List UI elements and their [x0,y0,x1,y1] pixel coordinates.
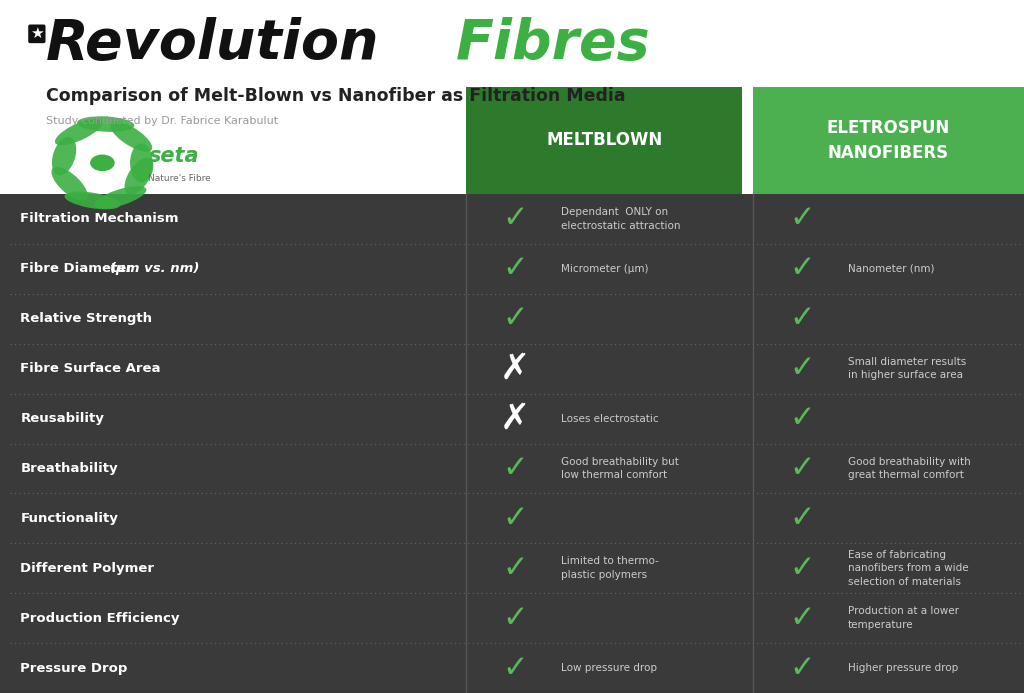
Text: seta: seta [148,146,199,166]
Text: Comparison of Melt-Blown vs Nanofiber as Filtration Media: Comparison of Melt-Blown vs Nanofiber as… [46,87,626,105]
Text: Reusability: Reusability [20,412,104,425]
Text: ✗: ✗ [500,401,530,436]
Text: Different Polymer: Different Polymer [20,562,155,574]
Text: ✓: ✓ [503,653,527,683]
Text: ✓: ✓ [790,554,814,583]
Text: Ease of fabricating
nanofibers from a wide
selection of materials: Ease of fabricating nanofibers from a wi… [848,550,969,587]
Text: ✓: ✓ [503,254,527,283]
Text: ★: ★ [30,26,44,42]
Text: ✓: ✓ [790,604,814,633]
Text: ✓: ✓ [790,653,814,683]
Text: ✓: ✓ [503,304,527,333]
Ellipse shape [125,158,154,195]
Text: ✓: ✓ [503,204,527,234]
Text: Filtration Mechanism: Filtration Mechanism [20,213,179,225]
Text: Good breathability but
low thermal comfort: Good breathability but low thermal comfo… [561,457,679,480]
Text: Higher pressure drop: Higher pressure drop [848,663,958,673]
Text: ✓: ✓ [503,504,527,533]
Text: Fibre Surface Area: Fibre Surface Area [20,362,161,375]
Text: Revolution: Revolution [46,17,380,71]
Text: Limited to thermo-
plastic polymers: Limited to thermo- plastic polymers [561,556,659,580]
Text: ✗: ✗ [500,351,530,386]
Text: ✓: ✓ [790,204,814,234]
Text: ✓: ✓ [790,504,814,533]
Ellipse shape [55,119,102,146]
Text: Study conducted by Dr. Fabrice Karabulut: Study conducted by Dr. Fabrice Karabulut [46,116,279,125]
Text: Fibres: Fibres [456,17,650,71]
Text: Loses electrostatic: Loses electrostatic [561,414,658,423]
Text: ✓: ✓ [790,404,814,433]
Ellipse shape [110,121,153,152]
Text: Dependant  ONLY on
electrostatic attraction: Dependant ONLY on electrostatic attracti… [561,207,681,231]
Text: Relative Strength: Relative Strength [20,313,153,325]
Circle shape [90,155,115,171]
Text: Micrometer (μm): Micrometer (μm) [561,264,648,274]
Bar [753,87,1024,194]
Text: Functionality: Functionality [20,512,119,525]
Text: ✓: ✓ [503,604,527,633]
Text: ✓: ✓ [790,354,814,383]
Text: (μm vs. nm): (μm vs. nm) [110,263,199,275]
Text: Fibre Diameter: Fibre Diameter [20,263,138,275]
Ellipse shape [94,186,146,209]
Text: MELTBLOWN: MELTBLOWN [546,132,663,149]
Text: Small diameter results
in higher surface area: Small diameter results in higher surface… [848,357,966,380]
Text: Low pressure drop: Low pressure drop [561,663,657,673]
Text: Production at a lower
temperature: Production at a lower temperature [848,606,958,630]
Text: ELETROSPUN
NANOFIBERS: ELETROSPUN NANOFIBERS [826,119,950,162]
Bar [0,0,1024,194]
Bar [466,87,742,194]
Bar [0,194,1024,693]
Text: ✓: ✓ [790,454,814,483]
Ellipse shape [77,116,134,132]
Text: ✓: ✓ [503,454,527,483]
Ellipse shape [130,143,153,182]
Text: ✓: ✓ [790,254,814,283]
Text: Production Efficiency: Production Efficiency [20,612,180,624]
Text: Good breathability with
great thermal comfort: Good breathability with great thermal co… [848,457,971,480]
Ellipse shape [51,167,88,201]
Text: Pressure Drop: Pressure Drop [20,662,128,674]
Ellipse shape [65,191,120,209]
Text: ✓: ✓ [503,554,527,583]
Text: Nanometer (nm): Nanometer (nm) [848,264,934,274]
Text: Nature's Fibre: Nature's Fibre [148,174,211,182]
Text: ✓: ✓ [790,304,814,333]
Ellipse shape [52,137,76,175]
Text: Breathability: Breathability [20,462,118,475]
